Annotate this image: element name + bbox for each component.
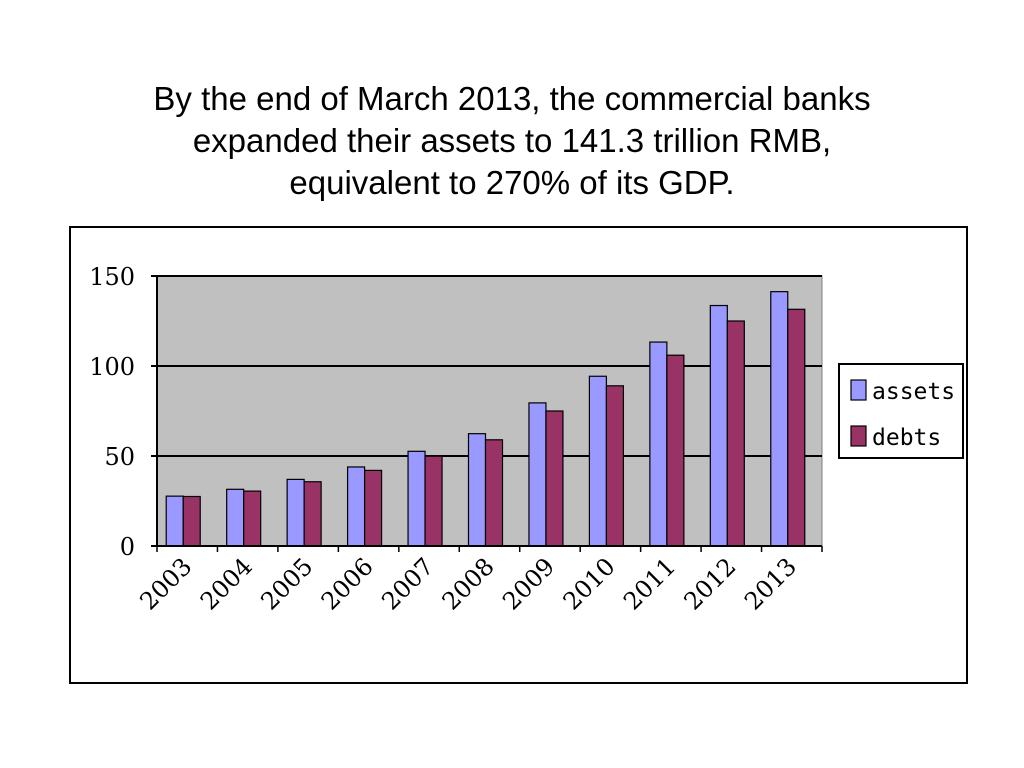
- y-tick-label-50: 50: [104, 443, 135, 471]
- y-tick-labels: 0 50 100 150: [89, 263, 135, 561]
- bar-assets-2006: [346, 466, 366, 547]
- bar-debts-2013: [787, 308, 806, 547]
- bar-debts-2008: [484, 439, 504, 547]
- bars: [165, 291, 806, 547]
- bar-debts-2003: [182, 495, 201, 547]
- x-tick-label-2003: 2003: [134, 552, 197, 615]
- bar-assets-2013: [770, 291, 789, 547]
- title-line-2: expanded their assets to 141.3 trillion …: [192, 122, 832, 159]
- y-tick-label-150: 150: [89, 263, 135, 291]
- x-tick-labels: 2003200420052006200720082009201020112012…: [134, 552, 802, 615]
- bar-assets-2008: [467, 433, 487, 547]
- bar-assets-2005: [286, 478, 305, 547]
- bar-assets-2007: [407, 450, 426, 547]
- bar-assets-2011: [649, 341, 668, 547]
- x-tick-label-2007: 2007: [376, 552, 439, 615]
- x-tick-label-2013: 2013: [739, 552, 802, 615]
- bar-debts-2012: [726, 320, 745, 547]
- x-tick-label-2004: 2004: [195, 552, 258, 615]
- bar-assets-2003: [165, 495, 184, 547]
- chart-frame: 0 50 100 150 2003 2004 2005 2006 2007 2008 2009 20…: [69, 226, 968, 684]
- bar-debts-2006: [363, 469, 383, 547]
- bar-debts-2010: [605, 385, 625, 547]
- slide-title: By the end of March 2013, the commercial…: [40, 78, 984, 204]
- bar-assets-2009: [528, 402, 547, 547]
- title-line-3: equivalent to 270% of its GDP.: [289, 164, 735, 201]
- x-tick-label-2009: 2009: [497, 552, 560, 615]
- bar-assets-2010: [588, 375, 608, 547]
- bar-debts-2011: [666, 354, 685, 547]
- bar-debts-2007: [424, 455, 443, 547]
- legend-swatch-debts: [850, 425, 867, 447]
- x-tick-label-2006: 2006: [316, 552, 379, 615]
- axes: [151, 275, 823, 552]
- bar-assets-2012: [709, 304, 728, 547]
- bar-assets-2004: [226, 488, 245, 547]
- x-tick-label-2011: 2011: [618, 552, 681, 615]
- y-tick-label-100: 100: [89, 353, 135, 381]
- bar-debts-2005: [303, 481, 322, 547]
- bar-debts-2009: [545, 410, 564, 547]
- legend: assets debts: [838, 363, 964, 459]
- y-tick-label-0: 0: [120, 533, 135, 561]
- legend-swatch-assets: [850, 379, 867, 401]
- x-tick-label-2008: 2008: [437, 552, 500, 615]
- x-tick-label-2012: 2012: [679, 552, 742, 615]
- legend-label-debts: debts: [872, 425, 941, 451]
- legend-label-assets: assets: [872, 379, 955, 405]
- title-line-1: By the end of March 2013, the commercial…: [153, 80, 871, 117]
- x-tick-label-2010: 2010: [558, 552, 621, 615]
- bar-debts-2004: [243, 490, 262, 547]
- x-tick-label-2005: 2005: [255, 552, 318, 615]
